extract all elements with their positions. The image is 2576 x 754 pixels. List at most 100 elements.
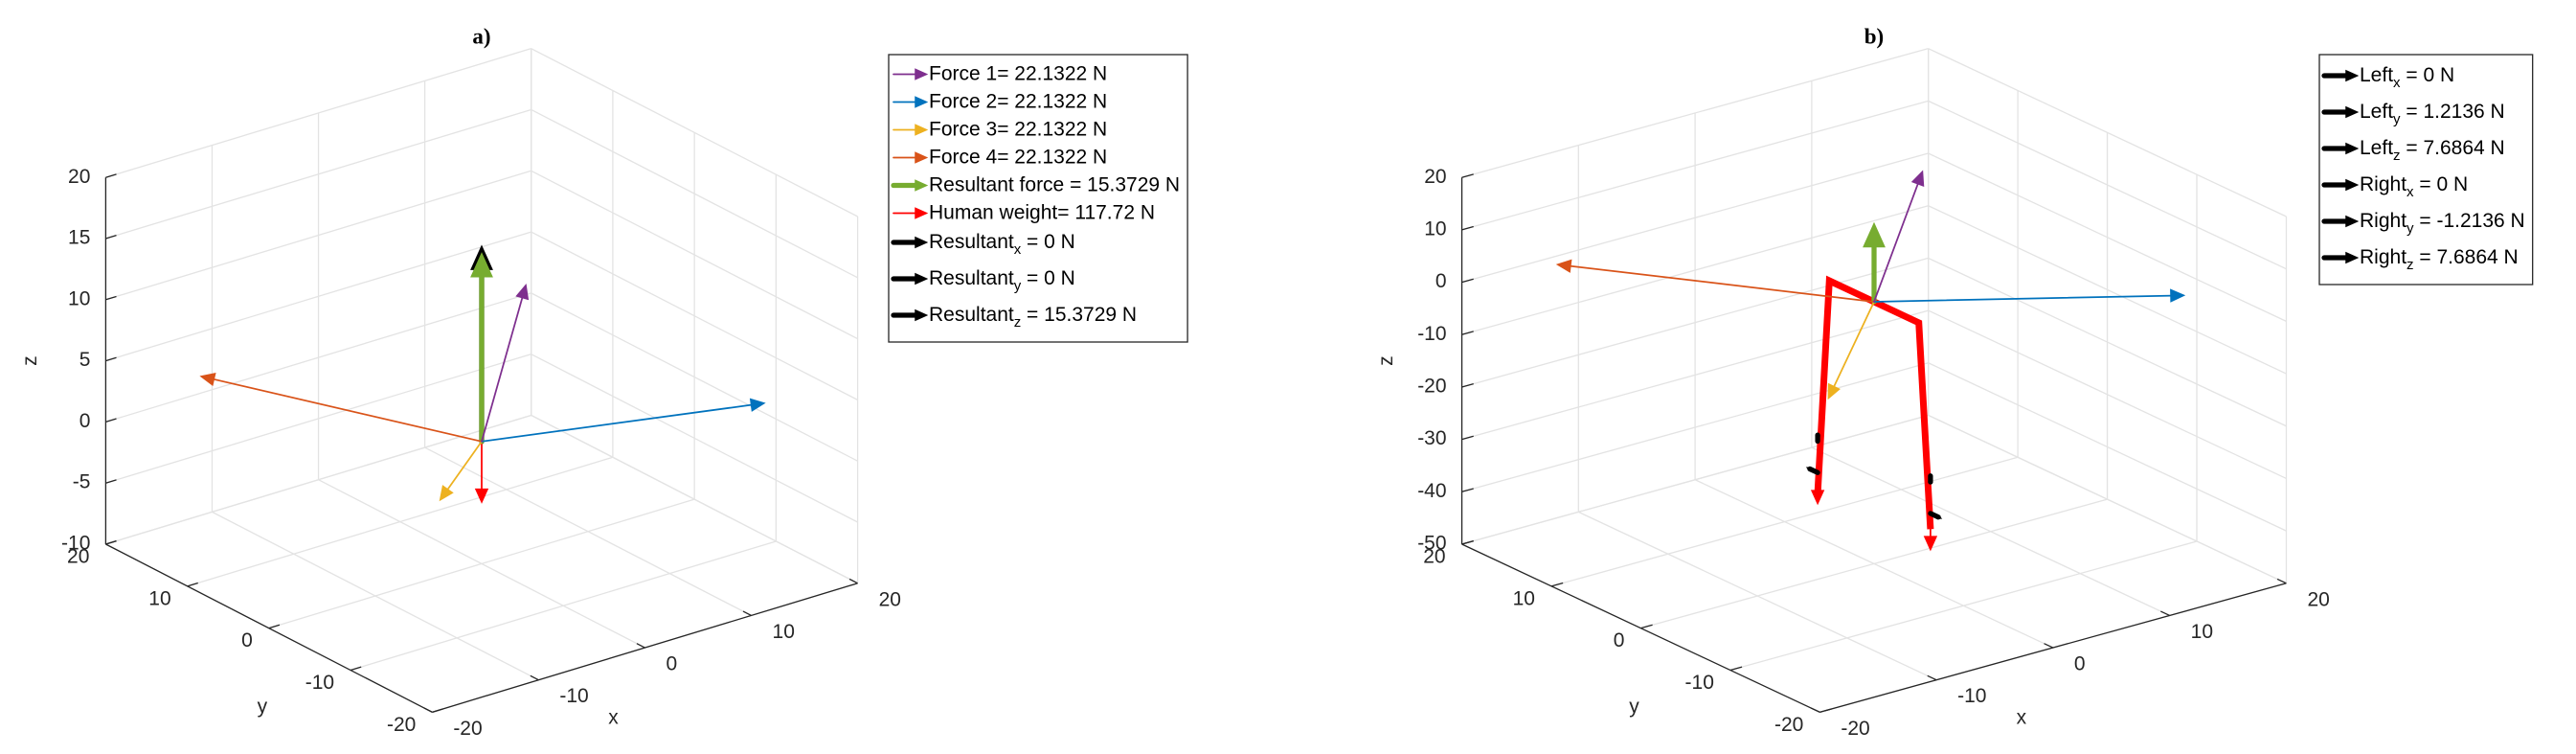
z-tick	[1461, 278, 1474, 284]
legend-swatch-head	[915, 179, 929, 192]
x-tick-label: -10	[1957, 685, 1986, 707]
legend-entry: Force 1= 22.1322 N	[929, 62, 1107, 84]
legend-name: Resultant	[929, 304, 1014, 326]
legend-name: Force 2= 22.1322 N	[929, 90, 1107, 112]
legend-subscript: z	[2407, 257, 2414, 273]
legend-swatch-head	[2345, 178, 2360, 192]
legend-subscript: x	[2407, 184, 2414, 200]
legend-swatch-head	[2345, 215, 2360, 228]
x-tick	[1927, 674, 1937, 681]
grid-line	[105, 170, 531, 301]
grid-line	[105, 292, 531, 423]
force-arrow-head	[1928, 472, 1932, 478]
force-arrow-head	[749, 398, 766, 412]
legend-name: Left	[2360, 101, 2393, 123]
y-axis-label: y	[1629, 696, 1639, 718]
force-arrow-head	[1910, 170, 1925, 187]
x-tick-label: 20	[2307, 588, 2329, 610]
legend-swatch-head	[915, 96, 929, 108]
legend-entry: Resultanty = 0 N	[929, 267, 1075, 294]
grid-line	[187, 456, 614, 587]
legend-name: Left	[2360, 64, 2393, 86]
grid-line	[1640, 498, 2108, 629]
force-arrow-head	[439, 485, 454, 502]
legend-entry: Force 4= 22.1322 N	[929, 146, 1107, 168]
x-tick	[636, 643, 645, 649]
legend-entry: Force 2= 22.1322 N	[929, 90, 1107, 112]
legend-entry: Rightz = 7.6864 N	[2360, 246, 2519, 273]
legend-entry: Rightx = 0 N	[2360, 173, 2468, 200]
z-tick-label: 15	[68, 227, 90, 249]
legend-name: Force 3= 22.1322 N	[929, 118, 1107, 140]
legend-name: Resultant	[929, 267, 1014, 289]
grid-line	[1928, 48, 2287, 217]
legend-suffix: = 0 N	[1021, 231, 1075, 253]
legend-swatch-head	[915, 236, 929, 249]
x-tick	[530, 674, 539, 681]
legend-name: Force 1= 22.1322 N	[929, 62, 1107, 84]
legend-swatch-head	[915, 272, 929, 286]
grid-line	[1928, 152, 2287, 322]
grid-line	[105, 354, 531, 484]
z-tick	[1461, 435, 1474, 441]
z-axis-label: z	[1375, 355, 1397, 366]
y-tick	[1550, 582, 1564, 587]
y-tick	[350, 666, 362, 672]
y-tick	[1729, 666, 1743, 672]
legend-subscript: y	[2393, 111, 2401, 127]
grid-line	[1461, 362, 1929, 492]
grid-line	[1928, 414, 2287, 584]
y-tick	[1819, 708, 1832, 713]
x-tick	[2160, 610, 2170, 617]
z-tick-label: -5	[73, 471, 91, 493]
z-tick-label: 5	[79, 349, 91, 371]
legend-name: Right	[2360, 210, 2407, 232]
legend: Force 1= 22.1322 N Force 2= 22.1322 N Forc…	[888, 54, 1188, 343]
grid-line	[1461, 309, 1929, 441]
legend-entry: Resultantx = 0 N	[929, 231, 1075, 258]
grid-line	[105, 48, 531, 178]
force-arrow	[481, 403, 754, 443]
grid-line	[1928, 309, 2287, 480]
legend-swatch-head	[2345, 69, 2360, 82]
y-tick	[268, 624, 281, 629]
force-arrow-head	[1935, 514, 1943, 519]
x-tick	[742, 610, 752, 617]
z-axis-label: z	[19, 355, 41, 366]
legend-swatch-head	[2345, 105, 2360, 119]
grid-line	[1928, 362, 2287, 532]
grid-line	[1928, 100, 2287, 270]
y-tick	[1640, 624, 1653, 629]
legend-name: Left	[2360, 137, 2393, 159]
grid-line	[1461, 205, 1929, 335]
legend-swatch-head	[915, 68, 929, 80]
y-tick-label: -10	[1685, 672, 1714, 694]
z-tick-label: -30	[1417, 427, 1446, 449]
chart-title: a)	[472, 24, 490, 48]
legend-suffix: = 1.2136 N	[2401, 101, 2505, 123]
x-tick	[2276, 578, 2287, 584]
x-tick-label: 20	[879, 588, 901, 610]
grid-line	[1461, 257, 1929, 388]
legend-suffix: = 7.6864 N	[2401, 137, 2505, 159]
y-tick-label: 20	[1423, 546, 1445, 568]
x-tick-label: 10	[2191, 621, 2213, 643]
legend-swatch-head	[915, 308, 929, 322]
legend-subscript: z	[2393, 148, 2401, 164]
grid-line	[531, 414, 858, 584]
z-tick-label: 0	[1435, 270, 1447, 292]
z-tick-label: -50	[1417, 533, 1446, 555]
grid-line	[268, 498, 695, 629]
legend-entry: Force 3= 22.1322 N	[929, 118, 1107, 140]
z-tick-label: 20	[1424, 166, 1446, 188]
force-arrow	[1807, 466, 1820, 475]
y-tick	[187, 582, 198, 587]
grid-line	[350, 540, 777, 672]
x-axis-label: x	[2017, 707, 2027, 729]
force-arrow	[1873, 294, 2173, 303]
legend-name: Resultant	[929, 231, 1014, 253]
grid-line	[531, 170, 858, 340]
